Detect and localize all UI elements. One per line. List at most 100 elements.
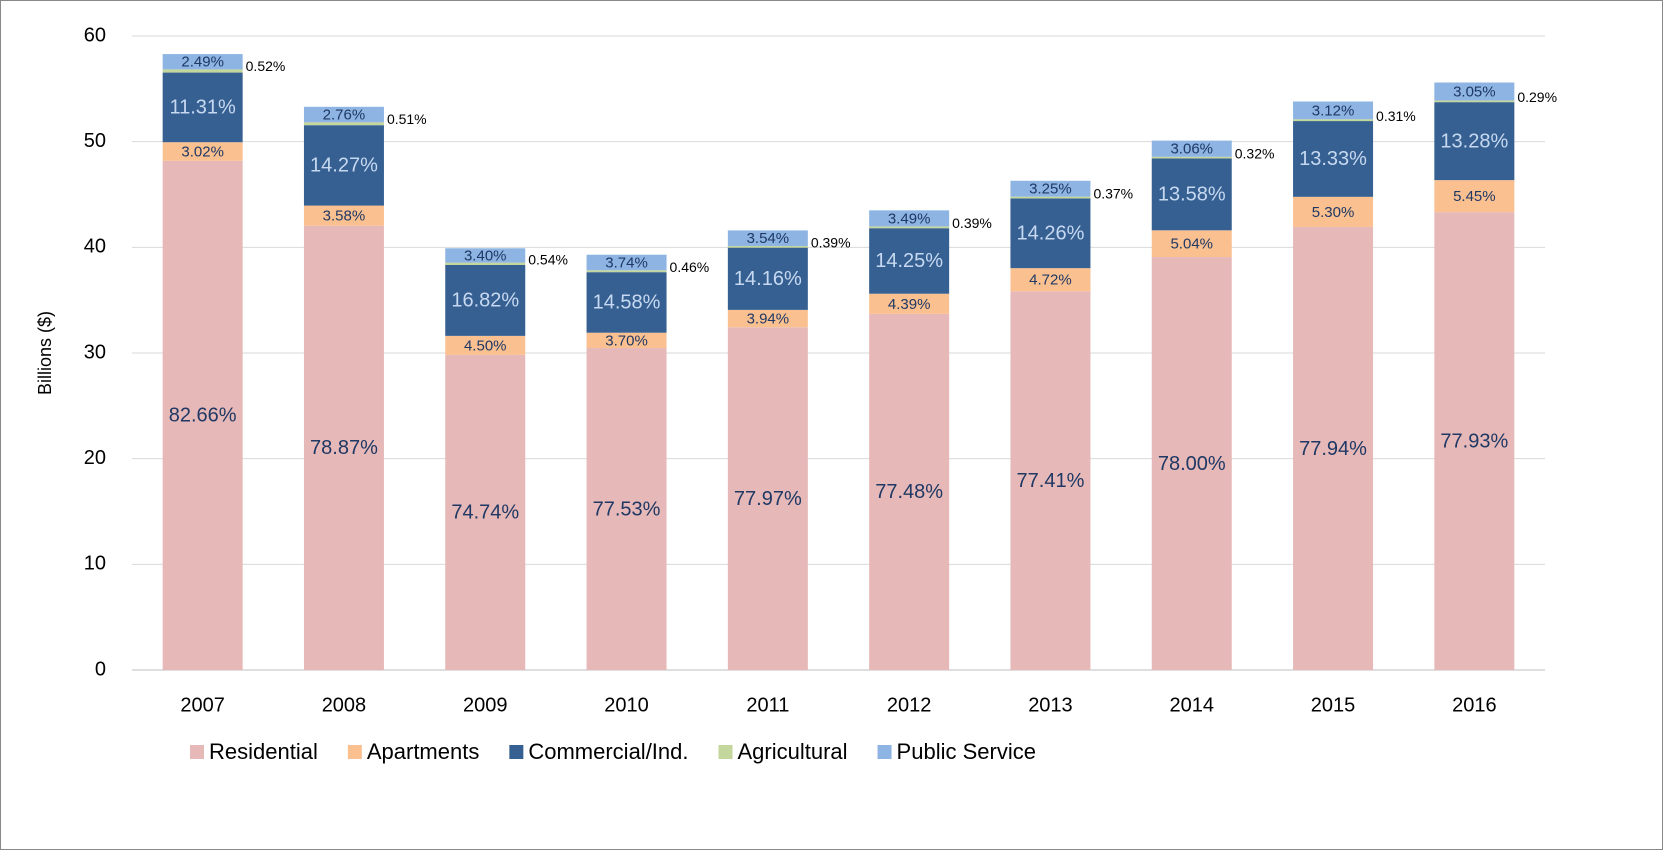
- bar-segment: [727, 309, 808, 328]
- bar-segment: [1293, 196, 1374, 227]
- data-label: 3.74%: [605, 254, 648, 271]
- bar-segment: [586, 272, 667, 333]
- bar-segment: [162, 69, 243, 73]
- legend-label: Commercial/Ind.: [528, 739, 688, 764]
- bar-segment: [586, 332, 667, 349]
- bar-segment: [1151, 230, 1232, 258]
- data-label: 13.58%: [1158, 184, 1226, 206]
- data-label: 14.16%: [734, 268, 802, 290]
- legend-swatch: [190, 745, 204, 759]
- data-label: 3.02%: [181, 143, 224, 160]
- bar-segment: [162, 72, 243, 143]
- legend-label: Public Service: [897, 739, 1036, 764]
- bar-segment: [869, 210, 950, 227]
- data-label: 78.87%: [310, 437, 378, 459]
- bar-segment: [162, 160, 243, 670]
- bar-segment: [1434, 82, 1515, 101]
- x-tick-label: 2008: [322, 694, 367, 716]
- x-tick-label: 2011: [746, 694, 789, 716]
- legend-label: Residential: [209, 739, 318, 764]
- y-tick-label: 60: [84, 24, 106, 46]
- data-label: 77.97%: [734, 488, 802, 510]
- bar-segment: [303, 122, 384, 126]
- bar-segment: [869, 313, 950, 670]
- data-label: 3.05%: [1453, 83, 1496, 100]
- data-label: 16.82%: [451, 290, 519, 312]
- bar-segment: [445, 354, 526, 670]
- x-tick-label: 2015: [1311, 694, 1356, 716]
- data-label: 77.93%: [1440, 430, 1508, 452]
- y-tick-label: 50: [84, 130, 106, 152]
- bar-segment: [1151, 158, 1232, 231]
- data-label: 0.54%: [528, 251, 568, 267]
- bar-segment: [1151, 156, 1232, 159]
- data-label: 0.52%: [246, 58, 286, 74]
- data-label: 74.74%: [451, 502, 519, 524]
- data-label: 3.06%: [1170, 141, 1213, 158]
- bar-segment: [445, 264, 526, 336]
- bar-segment: [727, 327, 808, 670]
- bar-segment: [869, 228, 950, 294]
- data-label: 0.29%: [1517, 89, 1557, 105]
- data-label: 3.94%: [747, 311, 790, 328]
- x-tick-label: 2010: [604, 694, 649, 716]
- data-label: 77.53%: [593, 498, 661, 520]
- bar-segment: [303, 225, 384, 670]
- y-tick-label: 0: [95, 658, 106, 680]
- x-tick-label: 2012: [887, 694, 932, 716]
- data-label: 3.12%: [1312, 102, 1355, 119]
- data-label: 0.39%: [811, 235, 851, 251]
- data-label: 14.27%: [310, 155, 378, 177]
- x-tick-label: 2013: [1028, 694, 1073, 716]
- bar-segment: [727, 230, 808, 246]
- bar-segment: [303, 106, 384, 123]
- data-label: 2.76%: [323, 107, 366, 124]
- data-label: 5.04%: [1170, 236, 1213, 253]
- data-label: 4.72%: [1029, 272, 1072, 289]
- bar-segment: [1293, 119, 1374, 122]
- data-label: 0.51%: [387, 111, 427, 127]
- legend-swatch: [877, 745, 892, 759]
- bar-segment: [1293, 101, 1374, 120]
- bar-segment: [727, 247, 808, 310]
- data-label: 77.41%: [1017, 470, 1085, 492]
- bar-segment: [869, 226, 950, 229]
- bar-segment: [1293, 226, 1374, 670]
- data-label: 3.49%: [888, 210, 931, 227]
- bar-segment: [727, 245, 808, 248]
- y-tick-label: 40: [84, 236, 106, 258]
- bar-segment: [1434, 102, 1515, 181]
- data-label: 0.32%: [1235, 145, 1275, 161]
- legend-swatch: [509, 745, 524, 759]
- data-label: 13.28%: [1440, 130, 1508, 152]
- bar-segment: [303, 205, 384, 226]
- bar-segment: [1151, 257, 1232, 670]
- bar-segment: [586, 348, 667, 670]
- data-label: 14.25%: [875, 250, 943, 272]
- data-label: 3.54%: [747, 230, 790, 247]
- bar-segment: [445, 335, 526, 355]
- y-tick-label: 10: [84, 553, 106, 575]
- data-label: 14.58%: [593, 292, 661, 314]
- data-label: 3.40%: [464, 247, 507, 264]
- data-label: 3.25%: [1029, 181, 1072, 198]
- data-label: 3.58%: [323, 208, 366, 225]
- bar-segment: [445, 248, 526, 263]
- bar-segment: [1010, 291, 1091, 670]
- bar-segment: [1010, 268, 1091, 292]
- y-tick-label: 30: [84, 341, 106, 363]
- legend-label: Agricultural: [738, 739, 848, 764]
- data-label: 4.50%: [464, 337, 507, 354]
- bar-segment: [1434, 180, 1515, 213]
- data-label: 11.31%: [169, 97, 236, 119]
- bar-segment: [1010, 198, 1091, 269]
- data-label: 0.46%: [670, 259, 710, 275]
- x-tick-label: 2009: [463, 694, 508, 716]
- bar-segment: [303, 125, 384, 206]
- data-label: 77.48%: [875, 481, 943, 503]
- bar-segment: [1010, 196, 1091, 199]
- bar-segment: [586, 270, 667, 273]
- data-label: 82.66%: [169, 405, 237, 427]
